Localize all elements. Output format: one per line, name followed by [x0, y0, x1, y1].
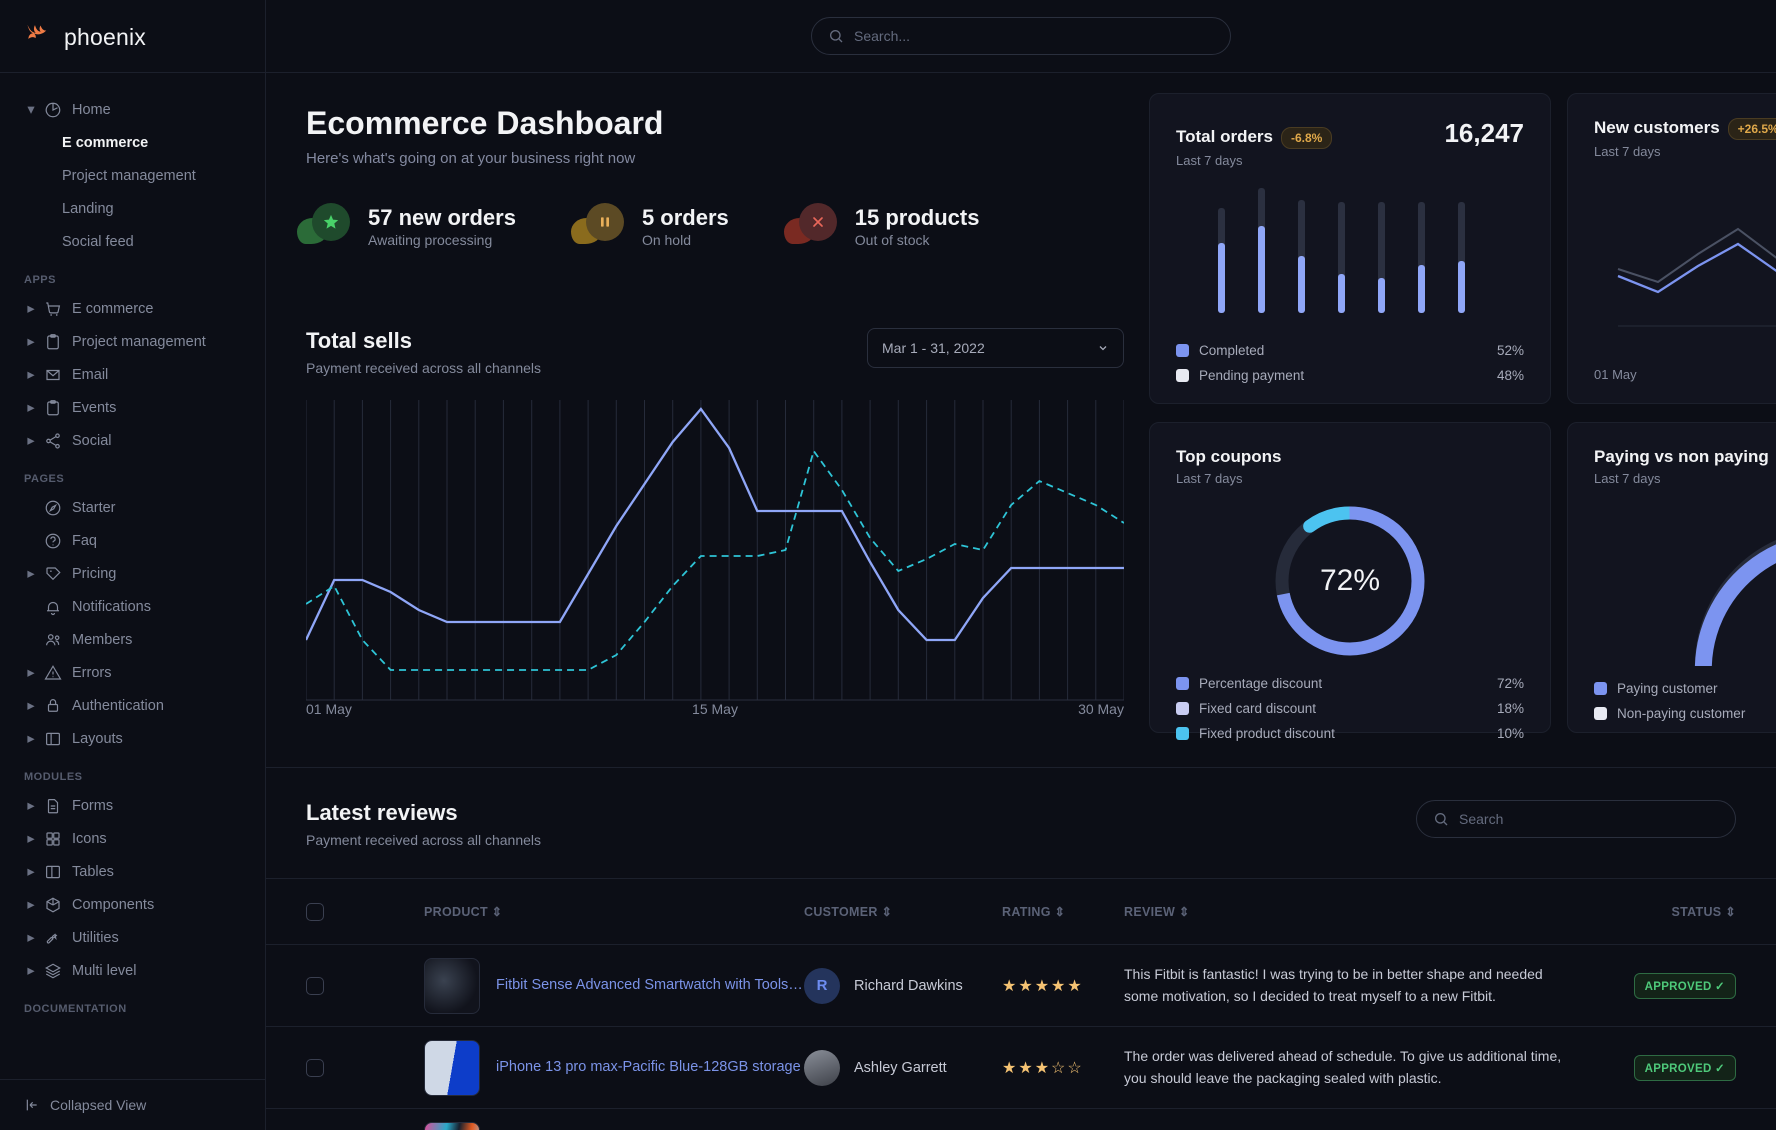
svg-text:72%: 72%: [1320, 564, 1380, 597]
